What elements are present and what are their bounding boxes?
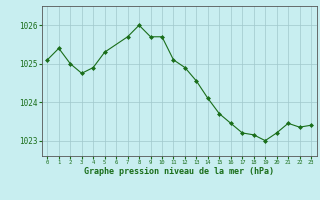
X-axis label: Graphe pression niveau de la mer (hPa): Graphe pression niveau de la mer (hPa) xyxy=(84,167,274,176)
